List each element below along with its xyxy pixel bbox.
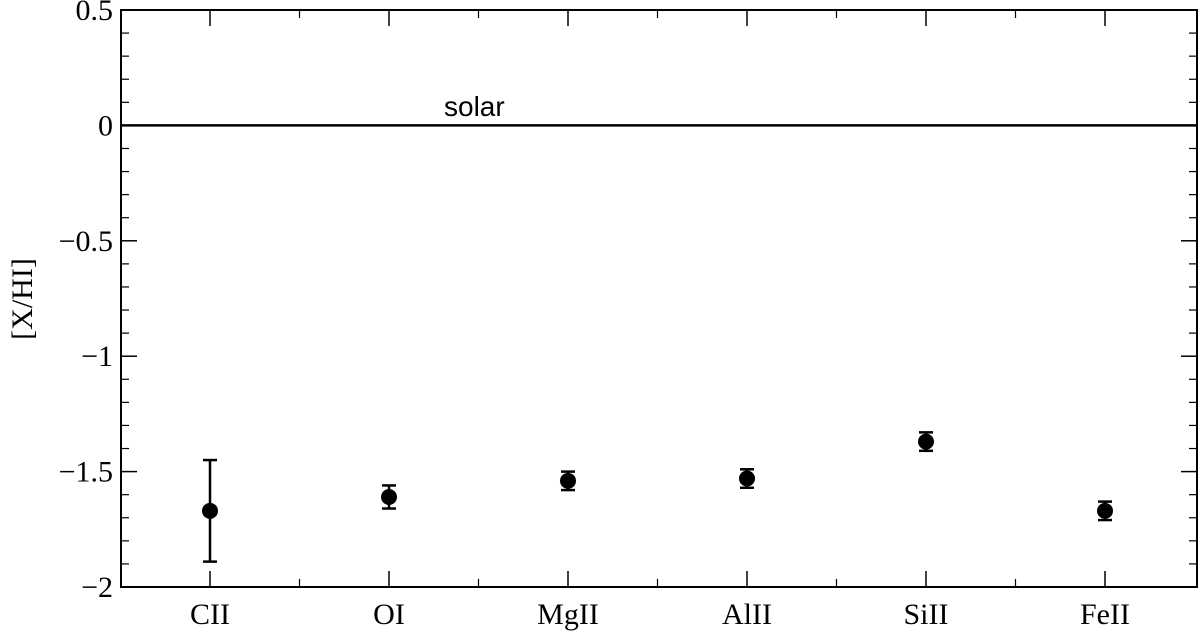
marker <box>202 502 218 519</box>
data-point-mgii <box>560 470 576 492</box>
data-point-oi <box>381 484 397 510</box>
y-tick-label: 0.5 <box>76 0 114 27</box>
minor-ticks <box>121 10 1197 587</box>
x-tick-label: SiII <box>904 598 949 631</box>
y-tick-label: −2 <box>81 571 113 604</box>
x-tick-label: FeII <box>1080 598 1130 631</box>
y-tick-label: −1 <box>81 340 113 373</box>
plot-frame <box>120 9 1198 588</box>
marker <box>918 433 934 450</box>
y-tick-label: −1.5 <box>59 456 113 489</box>
x-tick-label: MgII <box>537 598 599 631</box>
data-point-alii <box>739 468 755 490</box>
x-tick-label: CII <box>190 598 230 631</box>
data-point-siii <box>918 431 934 453</box>
data-points <box>202 431 1113 563</box>
major-ticks <box>121 9 1197 588</box>
solar-label: solar <box>444 91 505 122</box>
y-tick-labels: 0.5 0 −0.5 −1 −1.5 −2 <box>59 0 113 604</box>
data-point-feii <box>1097 500 1113 522</box>
marker <box>1097 502 1113 519</box>
x-tick-labels: CII OI MgII AlII SiII FeII <box>190 598 1130 631</box>
x-tick-label: OI <box>373 598 405 631</box>
x-tick-label: AlII <box>722 598 772 631</box>
marker <box>560 472 576 489</box>
y-tick-label: −0.5 <box>59 225 113 258</box>
marker <box>739 470 755 487</box>
marker <box>381 488 397 505</box>
y-axis-title: [X/HI] <box>6 258 39 340</box>
y-tick-label: 0 <box>98 109 113 142</box>
data-point-cii <box>202 458 218 563</box>
